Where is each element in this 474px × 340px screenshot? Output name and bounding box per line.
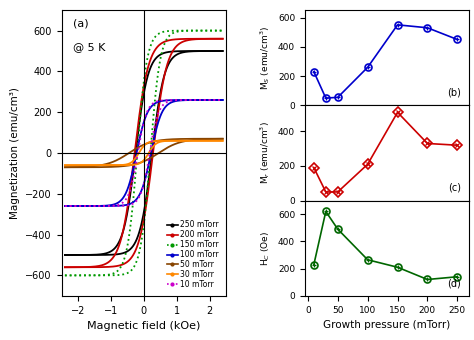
Text: (b): (b) xyxy=(447,88,461,98)
Text: (a): (a) xyxy=(73,19,89,29)
Y-axis label: M$_r$ (emu/cm$^3$): M$_r$ (emu/cm$^3$) xyxy=(259,121,273,185)
Legend: 250 mTorr, 200 mTorr, 150 mTorr, 100 mTorr, 50 mTorr, 30 mTorr, 10 mTorr: 250 mTorr, 200 mTorr, 150 mTorr, 100 mTo… xyxy=(164,217,222,292)
Text: @ 5 K: @ 5 K xyxy=(73,41,106,52)
Y-axis label: M$_S$ (emu/cm$^3$): M$_S$ (emu/cm$^3$) xyxy=(258,26,273,90)
X-axis label: Growth pressure (mTorr): Growth pressure (mTorr) xyxy=(323,320,451,330)
Y-axis label: H$_C$ (Oe): H$_C$ (Oe) xyxy=(260,231,273,266)
Text: (d): (d) xyxy=(447,278,461,288)
X-axis label: Magnetic field (kOe): Magnetic field (kOe) xyxy=(87,321,201,331)
Y-axis label: Magnetization (emu/cm³): Magnetization (emu/cm³) xyxy=(10,87,20,219)
Text: (c): (c) xyxy=(448,183,461,193)
